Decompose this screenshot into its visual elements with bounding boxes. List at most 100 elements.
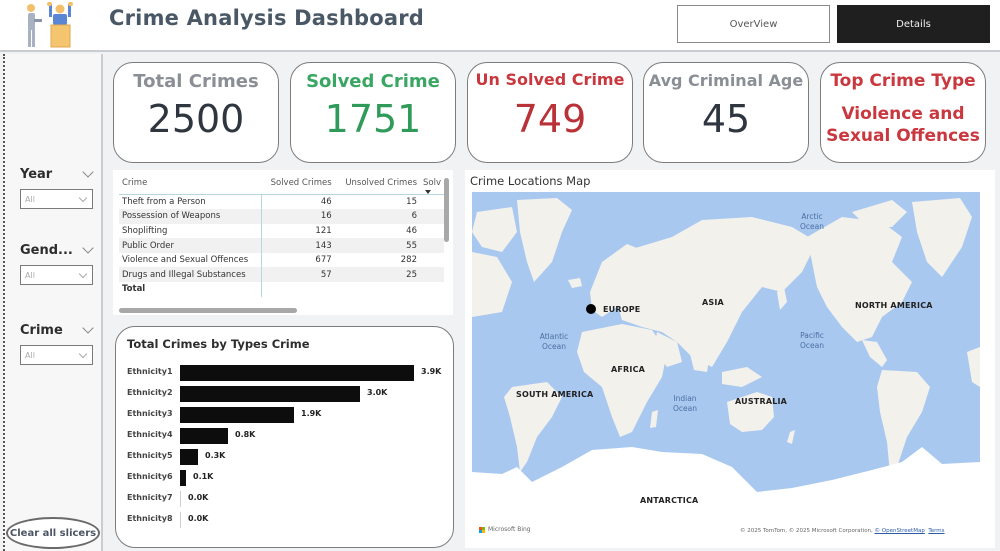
cell-total-label: Total: [119, 282, 262, 297]
continent-label-africa: AFRICA: [611, 365, 646, 374]
kpi-unsolved-crime: Un Solved Crime 749: [467, 62, 633, 163]
bar-row[interactable]: Ethnicity2 3.0K: [116, 384, 446, 404]
kpi-avg-criminal-age: Avg Criminal Age 45: [643, 62, 809, 163]
chart-title: Total Crimes by Types Crime: [127, 337, 310, 351]
bar[interactable]: [180, 512, 181, 528]
microsoft-logo-icon: [479, 526, 485, 533]
ocean-label-atlantic: Atlantic Ocean: [539, 332, 569, 351]
table-row[interactable]: Possession of Weapons 16 6: [119, 209, 444, 224]
bar-category-label: Ethnicity2: [127, 388, 173, 397]
table-total-row: Total: [119, 282, 444, 297]
table-row[interactable]: Drugs and Illegal Substances 57 25: [119, 267, 444, 283]
continent-label-south-america: SOUTH AMERICA: [516, 390, 594, 399]
bar[interactable]: [180, 470, 186, 486]
bar-category-label: Ethnicity1: [127, 367, 173, 376]
bar-row[interactable]: Ethnicity8 0.0K: [116, 510, 446, 530]
bar[interactable]: [180, 407, 294, 423]
courtroom-people-icon: [20, 2, 80, 50]
year-slicer: Year All: [20, 164, 98, 209]
table-row[interactable]: Theft from a Person 46 15: [119, 194, 444, 210]
kpi-label: Solved Crime: [306, 71, 440, 92]
crimes-by-type-chart: Total Crimes by Types Crime Ethnicity1 3.…: [115, 326, 454, 548]
cell-crime: Drugs and Illegal Substances: [119, 267, 262, 283]
ocean-label-pacific: Pacific Ocean: [800, 331, 824, 350]
overview-nav-button[interactable]: OverView: [677, 5, 830, 43]
gender-dropdown[interactable]: All: [20, 265, 93, 285]
bar-value-label: 3.0K: [367, 388, 388, 397]
cell-empty: [420, 282, 444, 297]
bar-row[interactable]: Ethnicity6 0.1K: [116, 468, 446, 488]
cell-empty: [420, 267, 444, 283]
year-slicer-title: Year: [20, 166, 53, 182]
cell-unsolved: 25: [334, 267, 420, 283]
kpi-value: Violence and Sexual Offences: [821, 103, 985, 147]
column-header-solv[interactable]: Solv: [420, 176, 444, 195]
bar-value-label: 0.0K: [188, 514, 209, 523]
bar[interactable]: [180, 491, 181, 507]
continent-label-europe: EUROPE: [603, 305, 641, 314]
bar[interactable]: [180, 428, 228, 444]
bar-row[interactable]: Ethnicity4 0.8K: [116, 426, 446, 446]
world-map[interactable]: EUROPE ASIA NORTH AMERICA AFRICA SOUTH A…: [472, 192, 980, 535]
bar[interactable]: [180, 386, 360, 402]
cell-solved: 57: [261, 267, 335, 283]
cell-solved: 16: [261, 209, 335, 224]
cell-empty: [335, 282, 420, 297]
bar-row[interactable]: Ethnicity1 3.9K: [116, 363, 446, 383]
chevron-down-icon[interactable]: [82, 322, 94, 334]
map-title: Crime Locations Map: [470, 174, 591, 188]
chevron-down-icon: [78, 349, 88, 358]
cell-unsolved: 6: [334, 209, 420, 224]
bing-logo: Microsoft Bing: [479, 526, 531, 533]
gender-slicer-title: Gend...: [20, 242, 73, 258]
chevron-down-icon[interactable]: [82, 242, 94, 254]
bar-value-label: 0.8K: [235, 430, 256, 439]
cell-unsolved: 46: [406, 225, 417, 236]
table-row[interactable]: Shoplifting 121 46: [119, 223, 444, 239]
bar-row[interactable]: Ethnicity3 1.9K: [116, 405, 446, 425]
column-header-solved[interactable]: Solved Crimes: [261, 176, 335, 195]
bar-category-label: Ethnicity8: [127, 514, 173, 523]
crime-locations-map-panel: Crime Locations Map: [465, 170, 995, 548]
gender-slicer: Gend... All: [20, 240, 98, 285]
kpi-total-crimes: Total Crimes 2500: [113, 62, 279, 163]
column-header-unsolved[interactable]: Unsolved Crimes: [334, 176, 420, 195]
map-attribution: © 2025 TomTom, © 2025 Microsoft Corporat…: [740, 528, 945, 534]
openstreetmap-link[interactable]: © OpenStreetMap: [874, 528, 925, 534]
gender-dropdown-value: All: [25, 270, 35, 280]
kpi-label: Un Solved Crime: [475, 70, 625, 89]
crime-table: Crime Solved Crimes Unsolved Crimes Solv…: [119, 176, 444, 297]
chevron-down-icon: [78, 269, 88, 278]
table-horizontal-scrollbar[interactable]: [119, 308, 297, 313]
ocean-label-indian: Indian Ocean: [673, 394, 697, 413]
crime-location-marker[interactable]: [586, 304, 596, 314]
header-bar: Crime Analysis Dashboard OverView Detail…: [0, 0, 1000, 52]
chevron-down-icon[interactable]: [82, 166, 94, 178]
terms-link[interactable]: Terms: [928, 528, 945, 534]
continent-label-australia: AUSTRALIA: [735, 397, 788, 406]
bar-category-label: Ethnicity4: [127, 430, 173, 439]
bar-value-label: 0.1K: [193, 472, 214, 481]
table-header-row: Crime Solved Crimes Unsolved Crimes Solv: [119, 176, 444, 195]
continent-label-antarctica: ANTARCTICA: [640, 496, 699, 505]
kpi-value: 2500: [147, 97, 245, 141]
bar-row[interactable]: Ethnicity7 0.0K: [116, 489, 446, 509]
year-dropdown-value: All: [25, 194, 35, 204]
column-header-crime[interactable]: Crime: [119, 176, 261, 195]
table-row[interactable]: Violence and Sexual Offences 677 282: [119, 252, 444, 268]
crime-dropdown[interactable]: All: [20, 345, 93, 365]
table-vertical-scrollbar[interactable]: [444, 178, 449, 242]
bar[interactable]: [180, 449, 198, 465]
details-nav-button[interactable]: Details: [837, 5, 990, 43]
cell-solved: 121: [315, 225, 332, 236]
continent-label-north-america: NORTH AMERICA: [855, 301, 933, 310]
kpi-label: Avg Criminal Age: [648, 71, 804, 90]
bar-row[interactable]: Ethnicity5 0.3K: [116, 447, 446, 467]
table-row[interactable]: Public Order 143 55: [119, 238, 444, 253]
clear-all-slicers-button[interactable]: Clear all slicers: [6, 517, 100, 549]
cell-empty: [261, 282, 335, 297]
bar[interactable]: [180, 365, 414, 381]
bar-category-label: Ethnicity7: [127, 493, 173, 502]
bar-category-label: Ethnicity5: [127, 451, 173, 460]
year-dropdown[interactable]: All: [20, 189, 93, 209]
